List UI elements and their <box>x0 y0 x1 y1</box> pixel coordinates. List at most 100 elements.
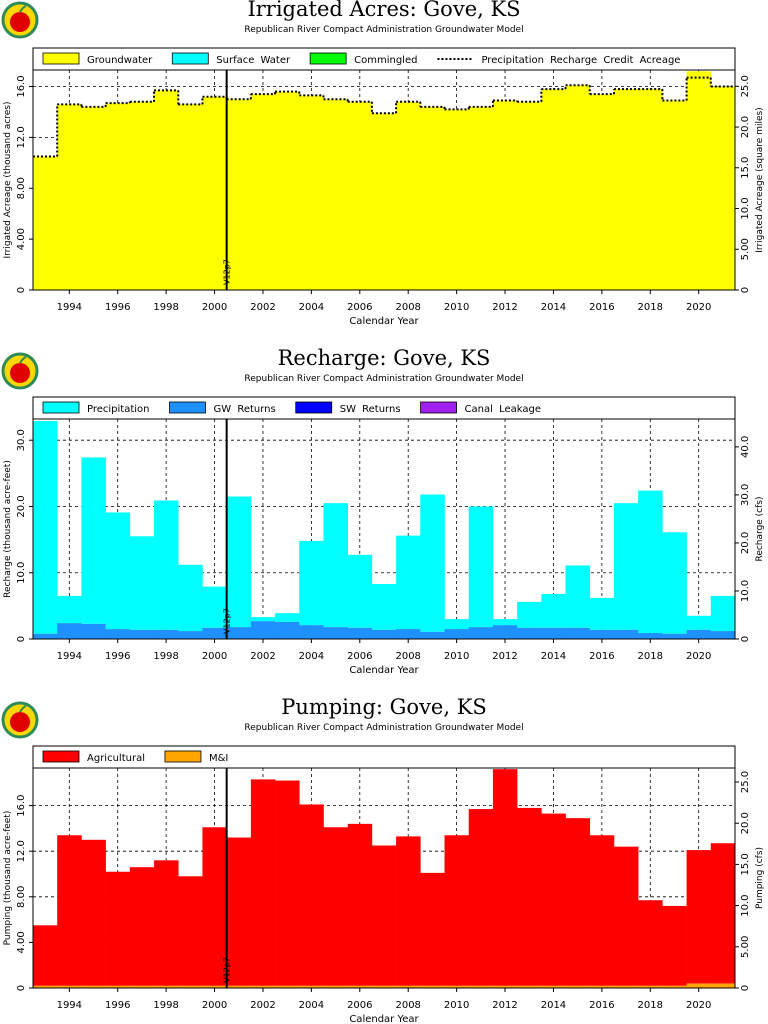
y-tick-label: 10.0 <box>16 562 27 584</box>
bar-segment <box>275 613 300 622</box>
bar-segment <box>420 872 445 986</box>
legend-swatch <box>171 52 209 65</box>
x-tick-label: 1996 <box>105 302 130 313</box>
bar-segment <box>686 983 712 988</box>
x-tick-label: 2018 <box>638 302 663 313</box>
x-tick-label: 2018 <box>638 651 663 662</box>
bar-segment <box>347 985 373 988</box>
x-tick-label: 2008 <box>395 302 420 313</box>
y-tick-label: 30.0 <box>16 429 27 451</box>
bar-segment <box>468 506 494 628</box>
bar-segment <box>710 86 736 290</box>
bar-segment <box>541 627 566 639</box>
bar-segment <box>565 818 591 986</box>
y2-tick-label: 0 <box>740 287 751 293</box>
bar-segment <box>589 629 615 639</box>
x-tick-label: 2014 <box>541 651 566 662</box>
bar-segment <box>323 627 348 639</box>
y2-tick-label: 15.0 <box>740 853 751 875</box>
bar-segment <box>347 554 373 628</box>
bar-segment <box>371 629 397 639</box>
bar-segment <box>299 95 324 290</box>
bar-segment <box>710 843 736 984</box>
bar-segment <box>33 156 58 290</box>
legend-swatch <box>164 750 202 763</box>
x-tick-label: 1994 <box>57 651 82 662</box>
bar-segment <box>589 835 615 986</box>
bar-segment <box>129 985 155 988</box>
bar-segment <box>541 89 566 291</box>
bar-segment <box>33 925 58 986</box>
bar-segment <box>323 99 348 290</box>
bar-segment <box>420 985 445 988</box>
bar-segment <box>299 985 324 988</box>
bar-segment <box>492 100 518 290</box>
bar-segment <box>178 876 203 986</box>
bar-segment <box>202 627 227 639</box>
bar-segment <box>250 985 276 988</box>
bar-segment <box>444 109 470 290</box>
bar-segment <box>710 983 736 988</box>
x-tick-label: 1998 <box>153 651 178 662</box>
bar-segment <box>396 535 421 630</box>
x-tick-label: 2000 <box>202 651 227 662</box>
x-tick-label: 2020 <box>686 651 711 662</box>
y2-tick-label: 10.0 <box>740 580 751 602</box>
bar-segment <box>613 985 639 988</box>
chart-subtitle: Republican River Compact Administration … <box>244 374 523 384</box>
bar-segment <box>202 96 227 290</box>
bar-segment <box>154 90 179 290</box>
y2-tick-label: 10.0 <box>740 894 751 916</box>
x-tick-label: 2020 <box>686 302 711 313</box>
bar-segment <box>347 627 373 639</box>
bar-segment <box>444 619 470 630</box>
bar-segment <box>226 627 252 639</box>
bar-segment <box>662 100 687 290</box>
bar-segment <box>250 621 276 639</box>
y-tick-label: 0 <box>16 985 27 991</box>
bar-segment <box>541 985 566 988</box>
bar-segment <box>517 101 542 291</box>
bar-segment <box>371 584 397 630</box>
bar-segment <box>226 99 252 290</box>
bar-segment <box>396 629 421 639</box>
bar-segment <box>275 621 300 639</box>
y2-tick-label: 10.0 <box>740 197 751 219</box>
x-tick-label: 1996 <box>105 651 130 662</box>
y2-tick-label: 25.0 <box>740 75 751 97</box>
y2-tick-label: 5.00 <box>740 238 751 260</box>
legend-label: Precipitation <box>87 404 150 415</box>
bar-segment <box>638 490 663 634</box>
x-tick-label: 2004 <box>299 1000 324 1011</box>
bar-segment <box>492 769 518 986</box>
legend-label: M&I <box>209 753 228 764</box>
bar-segment <box>492 619 518 626</box>
bar-segment <box>613 846 639 986</box>
bar-segment <box>686 850 712 984</box>
legend-label: Canal Leakage <box>465 404 541 415</box>
y-tick-label: 4.00 <box>16 228 27 250</box>
x-tick-label: 2010 <box>444 302 469 313</box>
x-tick-label: 2002 <box>250 651 275 662</box>
y2-tick-label: 5.00 <box>740 936 751 958</box>
bar-segment <box>468 985 494 988</box>
x-tick-label: 2000 <box>202 1000 227 1011</box>
legend-box <box>32 396 736 420</box>
legend-label: Surface Water <box>216 55 291 66</box>
bar-segment <box>710 595 736 632</box>
bar-segment <box>492 985 518 988</box>
bar-segment <box>589 985 615 988</box>
bar-segment <box>250 94 276 290</box>
x-tick-label: 2014 <box>541 302 566 313</box>
bar-segment <box>541 813 566 986</box>
legend-swatch <box>42 750 80 763</box>
y-axis-title: Pumping (thousand acre-feet) <box>3 811 13 946</box>
bar-segment <box>57 835 82 986</box>
bar-segment <box>154 629 179 639</box>
x-tick-label: 2010 <box>444 651 469 662</box>
y-tick-label: 0 <box>16 287 27 293</box>
x-axis-title: Calendar Year <box>349 665 419 676</box>
bar-segment <box>371 113 397 290</box>
y2-tick-label: 20.0 <box>740 532 751 554</box>
bar-segment <box>202 827 227 986</box>
